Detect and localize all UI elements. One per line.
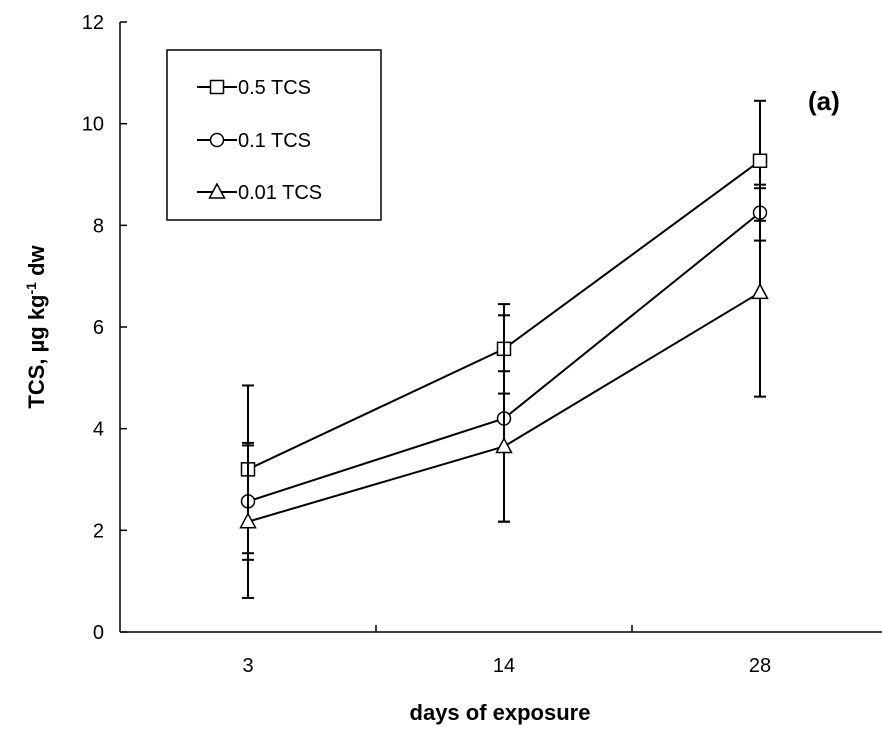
square-marker (754, 154, 767, 167)
y-tick-label: 8 (93, 215, 104, 237)
legend-label: 0.5 TCS (238, 77, 311, 99)
y-tick-label: 2 (93, 520, 104, 542)
y-axis-title-prefix: TCS, µg kg (24, 295, 49, 409)
y-axis-title: TCS, µg kg-1 dw (23, 244, 49, 408)
legend-label: 0.01 TCS (238, 182, 322, 204)
circle-marker (211, 134, 224, 147)
series-triangle (241, 188, 768, 598)
x-tick-label: 3 (242, 655, 253, 677)
x-axis-title: days of exposure (410, 700, 591, 725)
x-tick-label: 14 (493, 655, 515, 677)
x-axis-ticks: 3 14 28 (242, 625, 771, 677)
triangle-marker (753, 284, 768, 298)
y-tick-label: 6 (93, 317, 104, 339)
legend-label: 0.1 TCS (238, 130, 311, 152)
y-tick-label: 12 (82, 12, 104, 34)
y-tick-label: 0 (93, 622, 104, 644)
triangle-marker (497, 438, 512, 452)
y-tick-label: 10 (82, 114, 104, 136)
legend: 0.5 TCS 0.1 TCS 0.01 TCS (167, 50, 381, 220)
square-marker (211, 81, 224, 94)
y-tick-label: 4 (93, 419, 104, 441)
y-axis-title-suffix: dw (24, 244, 49, 282)
panel-label: (a) (808, 86, 840, 116)
x-tick-label: 28 (749, 655, 771, 677)
y-axis-title-superscript: -1 (23, 282, 39, 295)
